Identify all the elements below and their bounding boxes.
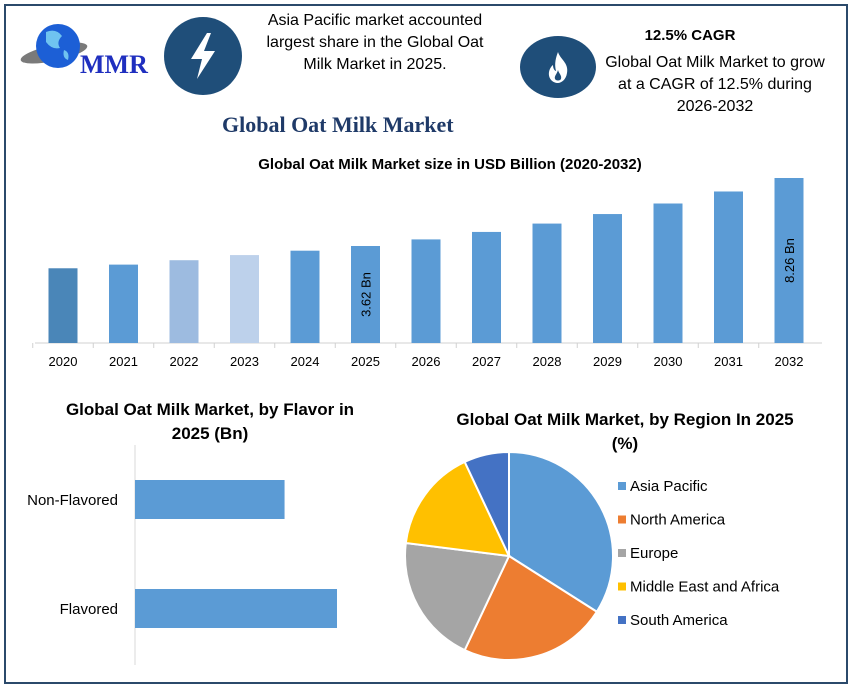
bar-2026 (411, 239, 441, 343)
x-tick-label: 2031 (714, 354, 743, 369)
legend-label: North America (630, 512, 726, 529)
bar-2021 (109, 264, 138, 343)
flame-circle (520, 36, 596, 98)
bar-2022 (169, 260, 199, 343)
cagr-text: Global Oat Milk Market to grow at a CAGR… (605, 54, 825, 115)
x-tick-label: 2028 (533, 354, 562, 369)
slice-europe (404, 541, 511, 652)
bar-2025 (351, 246, 380, 343)
category-label: Flavored (60, 601, 118, 618)
legend-marker (618, 582, 626, 591)
x-tick-label: 2026 (412, 354, 441, 369)
market-size-bar-chart: 2020 2021 2022 2023 2024 2025 3.62 Bn 2026 2027 2… (32, 178, 822, 369)
flavor-bar-chart: Non-Flavored Flavored (27, 445, 337, 665)
legend-label: Europe (630, 545, 678, 562)
bar-2032 (774, 178, 804, 343)
bar-2030 (653, 203, 683, 343)
legend-marker (618, 482, 626, 490)
legend-marker (618, 549, 626, 557)
bar-2031 (714, 191, 743, 343)
slice-middle-east-and-africa (404, 460, 511, 558)
mmr-logo: MMR (16, 20, 156, 80)
bar-2024 (290, 250, 320, 343)
legend-label: Asia Pacific (630, 478, 708, 495)
data-label-2032: 8.26 Bn (782, 238, 797, 283)
x-tick-label: 2027 (472, 354, 501, 369)
bar-2020 (48, 268, 78, 343)
bar-flavored (135, 589, 337, 628)
bar-non-flavored (135, 480, 285, 519)
x-tick-label: 2022 (170, 354, 199, 369)
flame-icon (548, 52, 568, 83)
x-tick-label: 2020 (49, 354, 78, 369)
bar-2029 (593, 214, 622, 343)
x-tick-label: 2025 (351, 354, 380, 369)
region-chart-title: Global Oat Milk Market, by Region In 202… (456, 410, 794, 453)
legend-marker (618, 515, 626, 524)
x-tick-label: 2024 (291, 354, 320, 369)
bar-2023 (230, 255, 259, 343)
legend-marker (618, 616, 626, 624)
legend-label: South America (630, 612, 728, 629)
flavor-chart-title: Global Oat Milk Market, by Flavor in 202… (65, 400, 355, 443)
x-tick-label: 2029 (593, 354, 622, 369)
lightning-circle (164, 17, 242, 95)
bar-chart-title: Global Oat Milk Market size in USD Billi… (258, 156, 642, 173)
data-label-2025: 3.62 Bn (359, 272, 374, 317)
info-asia-pacific: Asia Pacific market accounted largest sh… (266, 12, 484, 73)
legend-label: Middle East and Africa (630, 579, 780, 596)
category-label: Non-Flavored (27, 492, 118, 509)
slice-south-america (463, 450, 510, 557)
infographic-frame (4, 4, 848, 684)
page-title: Global Oat Milk Market (222, 112, 454, 137)
x-tick-label: 2032 (775, 354, 804, 369)
x-tick-label: 2021 (109, 354, 138, 369)
logo-text: MMR (80, 50, 148, 79)
bar-2027 (472, 231, 501, 343)
globe-icon (20, 24, 88, 68)
x-tick-label: 2023 (230, 354, 259, 369)
region-pie-chart: Asia Pacific North America Europe Middle Ea… (404, 450, 780, 661)
bar-2028 (532, 223, 562, 343)
x-tick-label: 2030 (654, 354, 683, 369)
lightning-icon (191, 33, 215, 79)
cagr-title: 12.5% CAGR (644, 27, 736, 44)
